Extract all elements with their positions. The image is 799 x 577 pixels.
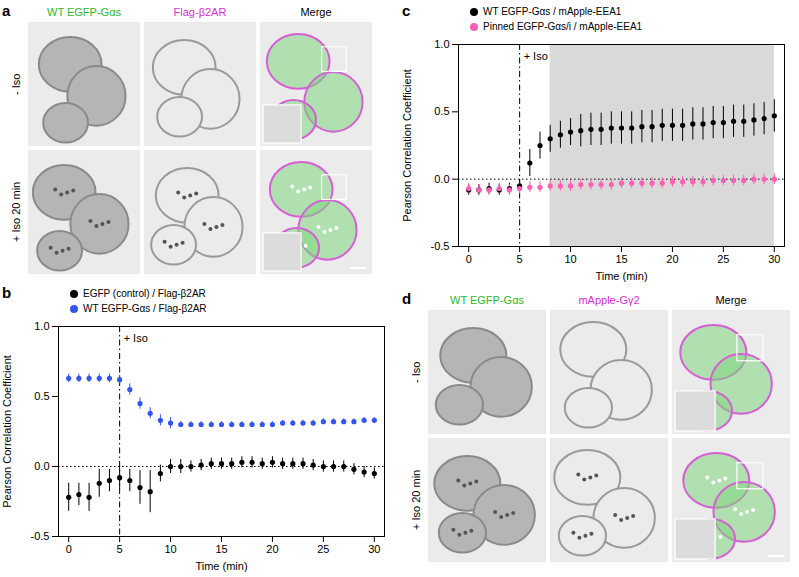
html-text:- Iso: - Iso bbox=[10, 73, 22, 95]
html-text:WT EGFP-Gαs / mApple-EEA1: WT EGFP-Gαs / mApple-EEA1 bbox=[483, 6, 622, 17]
html-text:WT EGFP-Gαs / Flag-β2AR: WT EGFP-Gαs / Flag-β2AR bbox=[83, 303, 207, 314]
svg-text:Time (min): Time (min) bbox=[195, 560, 247, 572]
svg-text:10: 10 bbox=[164, 543, 176, 555]
html-text:EGFP (control) / Flag-β2AR: EGFP (control) / Flag-β2AR bbox=[83, 288, 206, 299]
svg-text:20: 20 bbox=[266, 543, 278, 555]
svg-text:Pearson Correlation Coefficien: Pearson Correlation Coefficient bbox=[1, 355, 13, 508]
html-text:b: b bbox=[2, 284, 12, 301]
svg-text:Pearson Correlation Coefficien: Pearson Correlation Coefficient bbox=[401, 69, 413, 222]
svg-text:Time (min): Time (min) bbox=[595, 270, 647, 282]
svg-text:-0.5: -0.5 bbox=[31, 530, 50, 542]
svg-text:5: 5 bbox=[117, 543, 123, 555]
svg-text:1.0: 1.0 bbox=[34, 320, 49, 332]
html-text:- Iso: - Iso bbox=[410, 361, 422, 383]
html-text:WT EGFP-Gαs: WT EGFP-Gαs bbox=[450, 294, 524, 306]
svg-text:-0.5: -0.5 bbox=[431, 240, 450, 252]
svg-text:25: 25 bbox=[317, 543, 329, 555]
svg-text:0.0: 0.0 bbox=[34, 460, 49, 472]
svg-text:5: 5 bbox=[517, 253, 523, 265]
svg-text:0.5: 0.5 bbox=[34, 390, 49, 402]
html-text:Merge: Merge bbox=[715, 294, 747, 306]
svg-text:20: 20 bbox=[666, 253, 678, 265]
svg-text:1.0: 1.0 bbox=[434, 38, 449, 50]
html-text:Pinned EGFP-Gαs/i / mApple-EEA: Pinned EGFP-Gαs/i / mApple-EEA1 bbox=[483, 21, 643, 32]
html-text:c: c bbox=[402, 2, 411, 19]
html-text:Merge: Merge bbox=[300, 6, 332, 18]
svg-text:0.5: 0.5 bbox=[434, 105, 449, 117]
html-text:WT EGFP-Gαs: WT EGFP-Gαs bbox=[47, 6, 121, 18]
html-text:Flag-β2AR: Flag-β2AR bbox=[173, 6, 227, 18]
html-text:mApple-Gγ2: mApple-Gγ2 bbox=[578, 294, 640, 306]
svg-text:+ Iso: + Iso bbox=[124, 332, 148, 344]
svg-text:+ Iso: + Iso bbox=[524, 50, 548, 62]
svg-text:25: 25 bbox=[717, 253, 729, 265]
svg-text:0: 0 bbox=[466, 253, 472, 265]
svg-text:15: 15 bbox=[215, 543, 227, 555]
svg-text:10: 10 bbox=[564, 253, 576, 265]
svg-text:30: 30 bbox=[768, 253, 780, 265]
svg-text:15: 15 bbox=[615, 253, 627, 265]
html-text:+ Iso 20 min: + Iso 20 min bbox=[410, 469, 422, 531]
html-text:a: a bbox=[2, 2, 11, 19]
html-text:+ Iso 20 min: + Iso 20 min bbox=[10, 181, 22, 243]
svg-text:0.0: 0.0 bbox=[434, 173, 449, 185]
html-text:d: d bbox=[402, 290, 412, 307]
svg-text:0: 0 bbox=[66, 543, 72, 555]
svg-text:30: 30 bbox=[368, 543, 380, 555]
